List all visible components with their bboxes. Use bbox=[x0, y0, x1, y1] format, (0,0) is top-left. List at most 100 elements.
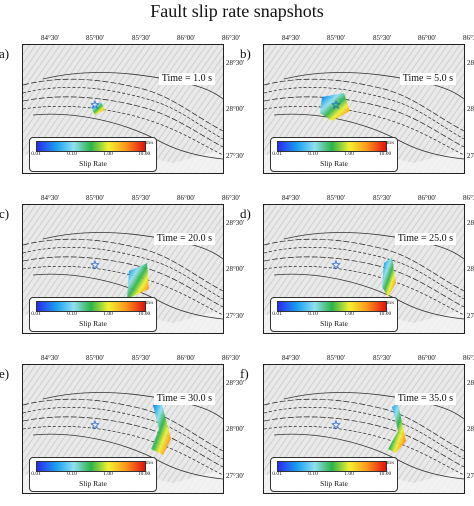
longitude-tick-label: 86°00' bbox=[176, 354, 196, 362]
panel-letter: f) bbox=[240, 366, 249, 381]
latitude-tick-label: 28°00' bbox=[226, 105, 245, 113]
fault-trace bbox=[23, 407, 223, 460]
latitude-tick-label: 27°30' bbox=[226, 472, 245, 480]
colorbar-title: Slip Rate bbox=[320, 319, 348, 328]
map-panel: f) 84°30' 85°00' 85°30' 86°00' 86°30' 28°30' 28… bbox=[240, 345, 474, 501]
fault-trace bbox=[264, 407, 464, 460]
colorbar-unit: m/s bbox=[146, 461, 154, 466]
longitude-tick-label: 84°30' bbox=[281, 354, 301, 362]
colorbar-tick-label: 0.10 bbox=[67, 151, 77, 157]
fault-trace bbox=[264, 416, 464, 468]
fault-trace bbox=[23, 87, 223, 140]
figure-title: Fault slip rate snapshots bbox=[150, 1, 324, 21]
latitude-tick-label: 28°30' bbox=[467, 59, 474, 67]
colorbar-tick-label: 1.00 bbox=[344, 311, 354, 317]
longitude-tick-label: 85°00' bbox=[326, 354, 346, 362]
longitude-tick-label: 85°30' bbox=[131, 194, 151, 202]
map-frame: Time = 1.0 s m/s 0.01 0.10 1.00 10.00 Slip Rat… bbox=[22, 44, 224, 174]
colorbar-tick-label: 0.01 bbox=[31, 151, 41, 157]
map-frame: Time = 5.0 s m/s 0.01 0.10 1.00 10.00 Slip Rat… bbox=[263, 44, 465, 174]
colorbar-legend: m/s 0.01 0.10 1.00 10.00 Slip Rate bbox=[270, 457, 398, 492]
colorbar-tick-label: 1.00 bbox=[344, 471, 354, 477]
longitude-tick-label: 86°30' bbox=[462, 34, 474, 42]
latitude-tick-label: 28°30' bbox=[226, 379, 245, 387]
longitude-tick-label: 85°30' bbox=[372, 34, 392, 42]
colorbar-unit: m/s bbox=[146, 301, 154, 306]
epicenter-star-icon bbox=[331, 420, 341, 430]
epicenter-star-icon bbox=[331, 260, 341, 270]
fault-trace bbox=[23, 96, 223, 148]
fault-trace bbox=[23, 416, 223, 468]
fault-trace bbox=[23, 238, 223, 292]
colorbar-tick-label: 10.00 bbox=[378, 311, 392, 317]
colorbar-legend: m/s 0.01 0.10 1.00 10.00 Slip Rate bbox=[270, 297, 398, 332]
time-label: Time = 35.0 s bbox=[394, 393, 456, 405]
epicenter-star-icon bbox=[90, 420, 100, 430]
colorbar-tick-label: 0.01 bbox=[272, 311, 282, 317]
colorbar-unit: m/s bbox=[387, 461, 395, 466]
latitude-tick-label: 28°00' bbox=[467, 425, 474, 433]
panel-letter: d) bbox=[240, 206, 251, 221]
colorbar-title: Slip Rate bbox=[79, 159, 107, 168]
time-label: Time = 1.0 s bbox=[158, 73, 215, 85]
colorbar-tick-label: 10.00 bbox=[378, 151, 392, 157]
longitude-tick-label: 85°30' bbox=[131, 34, 151, 42]
latitude-tick-label: 28°00' bbox=[467, 265, 474, 273]
latitude-tick-label: 27°30' bbox=[226, 152, 245, 160]
latitude-tick-label: 27°30' bbox=[467, 152, 474, 160]
map-frame: Time = 25.0 s m/s 0.01 0.10 1.00 10.00 Slip Ra… bbox=[263, 204, 465, 334]
fault-trace bbox=[23, 105, 223, 156]
latitude-tick-label: 27°30' bbox=[467, 472, 474, 480]
colorbar-tick-label: 10.00 bbox=[137, 471, 151, 477]
colorbar-tick-label: 0.01 bbox=[31, 311, 41, 317]
fault-trace bbox=[264, 425, 464, 476]
fault-trace bbox=[264, 247, 464, 300]
longitude-tick-label: 86°00' bbox=[417, 34, 437, 42]
colorbar-tick-label: 10.00 bbox=[137, 151, 151, 157]
colorbar-tick-label: 0.10 bbox=[308, 471, 318, 477]
panel-letter: a) bbox=[0, 46, 10, 61]
slip-rate-patch bbox=[382, 257, 396, 297]
colorbar-tick-label: 0.10 bbox=[67, 471, 77, 477]
longitude-tick-label: 84°30' bbox=[281, 34, 301, 42]
fault-trace bbox=[264, 78, 464, 132]
colorbar-unit: m/s bbox=[387, 301, 395, 306]
longitude-tick-label: 85°00' bbox=[85, 194, 105, 202]
map-frame: Time = 30.0 s m/s 0.01 0.10 1.00 10.00 Slip Ra… bbox=[22, 364, 224, 494]
longitude-tick-label: 85°00' bbox=[85, 354, 105, 362]
latitude-tick-label: 28°30' bbox=[226, 59, 245, 67]
panel-letter: e) bbox=[0, 366, 10, 381]
latitude-tick-label: 28°30' bbox=[467, 379, 474, 387]
map-panel: a) 84°30' 85°00' 85°30' 86°00' 86°30' 28°30' 28… bbox=[0, 25, 244, 181]
colorbar-tick-label: 0.10 bbox=[308, 151, 318, 157]
longitude-tick-label: 84°30' bbox=[40, 34, 60, 42]
time-label: Time = 5.0 s bbox=[399, 73, 456, 85]
longitude-tick-label: 84°30' bbox=[40, 354, 60, 362]
longitude-tick-label: 85°30' bbox=[372, 354, 392, 362]
fault-trace bbox=[23, 425, 223, 476]
panel-letter: c) bbox=[0, 206, 10, 221]
longitude-tick-label: 86°00' bbox=[417, 354, 437, 362]
colorbar-title: Slip Rate bbox=[320, 159, 348, 168]
latitude-tick-label: 28°00' bbox=[226, 265, 245, 273]
colorbar-tick-label: 1.00 bbox=[103, 151, 113, 157]
colorbar bbox=[36, 301, 146, 312]
slip-rate-patch bbox=[151, 401, 171, 455]
longitude-tick-label: 86°30' bbox=[221, 34, 241, 42]
colorbar-tick-label: 0.01 bbox=[272, 471, 282, 477]
colorbar bbox=[277, 301, 387, 312]
colorbar-tick-label: 1.00 bbox=[103, 311, 113, 317]
slip-rate-patch bbox=[388, 403, 406, 453]
map-frame: Time = 35.0 s m/s 0.01 0.10 1.00 10.00 Slip Ra… bbox=[263, 364, 465, 494]
epicenter-star-icon bbox=[331, 100, 341, 110]
epicenter-star-icon bbox=[90, 260, 100, 270]
fault-trace bbox=[264, 398, 464, 452]
colorbar-title: Slip Rate bbox=[79, 319, 107, 328]
fault-trace bbox=[264, 87, 464, 140]
map-panel: e) 84°30' 85°00' 85°30' 86°00' 86°30' 28°30' 28… bbox=[0, 345, 244, 501]
fault-trace bbox=[264, 96, 464, 148]
colorbar bbox=[277, 461, 387, 472]
latitude-tick-label: 28°00' bbox=[467, 105, 474, 113]
fault-trace bbox=[264, 238, 464, 292]
colorbar-legend: m/s 0.01 0.10 1.00 10.00 Slip Rate bbox=[29, 297, 157, 332]
